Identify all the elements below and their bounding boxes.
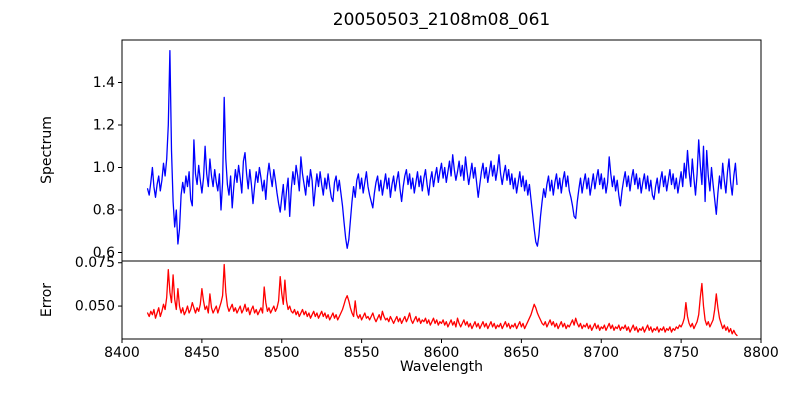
axes-frame [121,39,762,262]
y-tick-label: 0.6 [93,245,115,261]
x-tick-label: 8550 [344,345,380,361]
x-axis-label: Wavelength [399,359,484,375]
y-tick-label: 0.8 [93,203,115,219]
x-tick-label: 8600 [424,345,460,361]
x-tick-label: 8750 [663,345,699,361]
y-tick-label: 1.2 [93,118,115,134]
x-tick-label: 8400 [104,345,140,361]
x-tick-label: 8450 [184,345,220,361]
spectrum-line [146,49,738,249]
spectrum-y-axis-label: Spectrum [39,116,55,184]
x-tick-label: 8500 [264,345,300,361]
y-tick-label: 1.4 [93,75,115,91]
x-tick-label: 8800 [743,345,779,361]
x-tick-label: 8650 [504,345,540,361]
error-y-axis-label: Error [39,282,55,318]
y-tick-label: 1.0 [93,160,115,176]
x-tick-label: 8700 [583,345,619,361]
plot-title: 20050503_2108m08_061 [332,10,551,30]
y-tick-label: 0.075 [75,255,115,271]
error-line [146,263,738,337]
y-tick-label: 0.050 [75,299,115,315]
axes-frame [121,260,762,340]
